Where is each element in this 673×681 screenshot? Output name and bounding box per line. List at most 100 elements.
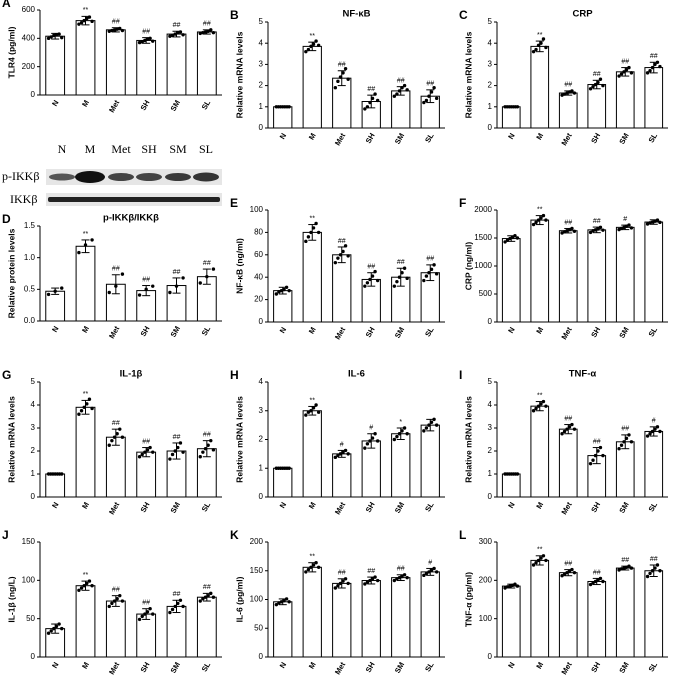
data-point <box>536 558 541 563</box>
data-point <box>314 221 318 226</box>
data-point <box>151 39 155 43</box>
data-point <box>658 220 662 225</box>
data-point <box>653 427 657 431</box>
significance-label: ## <box>173 434 181 441</box>
data-point <box>115 432 119 436</box>
data-point <box>170 33 175 38</box>
data-point <box>596 578 600 582</box>
bar <box>587 580 607 658</box>
data-point <box>338 253 343 257</box>
data-point <box>368 578 372 583</box>
significance-label: ## <box>142 276 150 283</box>
significance-label: ## <box>621 426 629 433</box>
data-point <box>503 240 507 244</box>
y-tick-label: 2 <box>488 81 493 90</box>
significance-label: ## <box>367 568 375 575</box>
x-tick-label: M <box>80 660 91 670</box>
data-point <box>170 607 175 612</box>
data-point <box>52 33 56 38</box>
data-point <box>209 28 213 32</box>
data-point <box>107 443 111 447</box>
data-point <box>429 267 434 272</box>
data-point <box>570 567 574 572</box>
significance-label: ## <box>564 219 572 226</box>
data-point <box>392 578 397 583</box>
data-point <box>572 229 577 233</box>
data-point <box>658 64 662 69</box>
x-tick-label: N <box>278 325 289 334</box>
data-point <box>432 86 436 90</box>
significance-label: ## <box>397 259 405 266</box>
data-point <box>627 65 631 70</box>
blot-band <box>165 173 191 181</box>
data-point <box>107 290 111 295</box>
data-point <box>314 39 318 43</box>
x-tick-label: Met <box>333 131 348 147</box>
data-point <box>434 423 439 427</box>
data-point <box>198 455 202 459</box>
data-point <box>624 436 629 441</box>
bar <box>644 430 664 498</box>
data-point <box>588 87 593 91</box>
x-tick-label: M <box>534 500 545 510</box>
data-point <box>375 578 380 583</box>
data-point <box>60 472 64 476</box>
x-tick-label: SH <box>364 131 377 145</box>
data-point <box>567 569 572 573</box>
data-point <box>206 443 210 447</box>
data-point <box>54 624 59 629</box>
data-point <box>54 33 59 37</box>
bar <box>45 35 66 96</box>
panel-letter: G <box>2 368 11 382</box>
bar <box>75 245 96 322</box>
data-point <box>645 71 650 75</box>
y-tick-label: 0 <box>488 652 493 661</box>
significance-label: ## <box>564 415 572 422</box>
x-tick-label: N <box>506 131 517 140</box>
data-point <box>368 277 372 282</box>
x-tick-label: SM <box>617 325 630 339</box>
data-point <box>148 445 152 450</box>
data-point <box>531 563 536 567</box>
y-axis-label: TNF-α (pg/ml) <box>463 572 473 627</box>
data-point <box>601 579 605 584</box>
bar <box>273 106 293 129</box>
data-point <box>346 452 350 456</box>
x-tick-label: SL <box>200 660 213 673</box>
data-point <box>434 272 439 276</box>
data-point <box>151 612 155 616</box>
y-tick-label: 1 <box>31 469 36 478</box>
bar <box>332 582 352 658</box>
data-point <box>115 597 119 601</box>
data-point <box>343 577 348 581</box>
data-point <box>168 610 172 615</box>
y-tick-label: 5 <box>488 17 493 26</box>
data-point <box>120 272 125 276</box>
data-point <box>87 579 92 583</box>
data-point <box>397 432 402 436</box>
significance-label: # <box>369 425 373 432</box>
significance-label: ** <box>310 554 316 561</box>
data-point <box>541 37 546 41</box>
data-point <box>304 49 308 54</box>
data-point <box>137 617 142 622</box>
data-point <box>373 92 377 96</box>
data-point <box>653 566 657 570</box>
bar <box>587 229 607 323</box>
significance-label: ## <box>112 420 120 427</box>
data-point <box>143 38 147 43</box>
data-point <box>115 27 119 31</box>
data-point <box>311 406 316 410</box>
x-tick-label: Met <box>559 660 574 676</box>
data-point <box>598 77 603 81</box>
data-point <box>596 449 600 453</box>
bar <box>166 33 187 96</box>
y-tick-label: 0.0 <box>24 316 36 325</box>
data-point <box>648 432 652 436</box>
y-tick-label: 0 <box>31 492 36 501</box>
x-tick-label: SL <box>200 324 213 337</box>
y-tick-label: 50 <box>254 623 263 632</box>
x-tick-label: SM <box>169 660 182 674</box>
x-tick-label: N <box>50 98 61 107</box>
data-point <box>346 77 350 81</box>
